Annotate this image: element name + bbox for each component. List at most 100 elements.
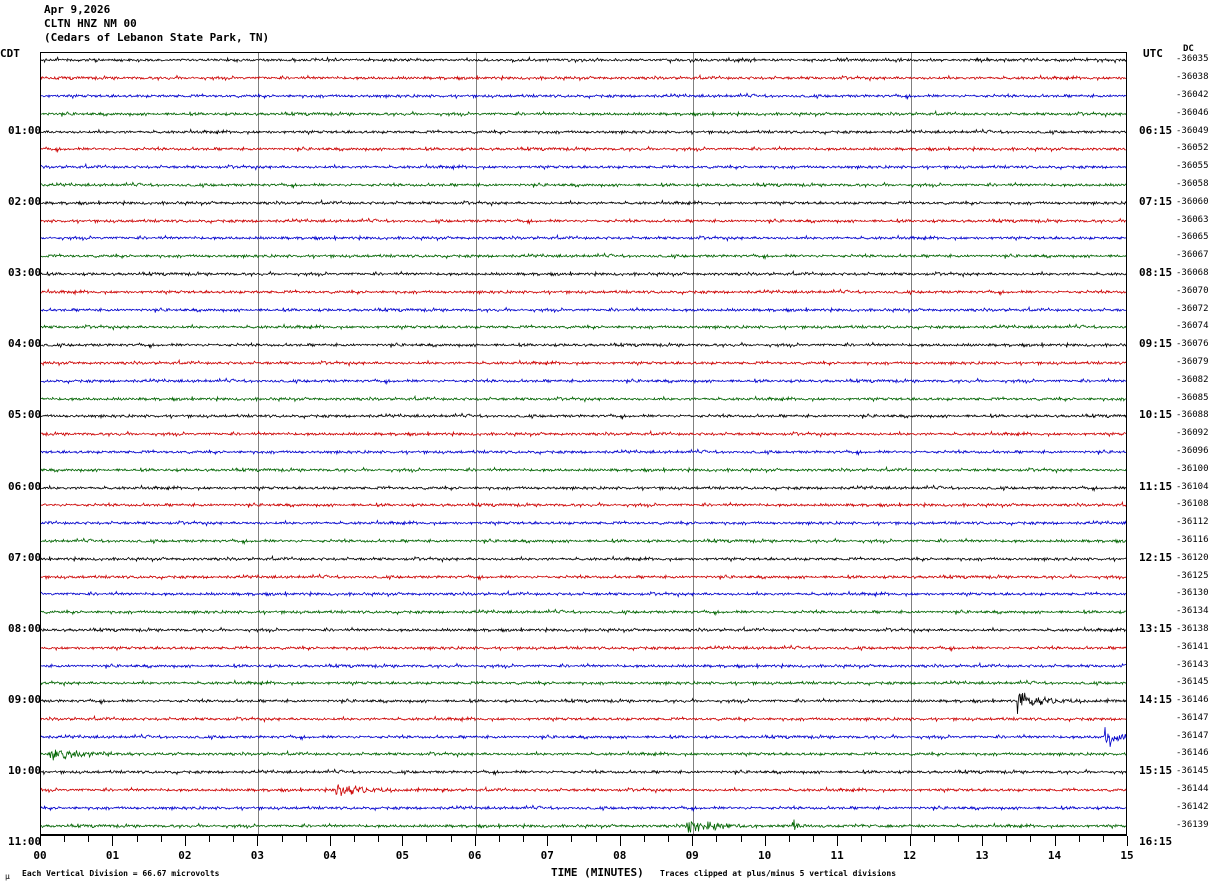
x-tick-label: 01: [105, 849, 120, 862]
right-time-label: 15:15: [1139, 764, 1173, 778]
left-time-label: 08:00: [8, 621, 42, 635]
dc-value: -36065: [1176, 232, 1209, 243]
dc-value: -36108: [1176, 499, 1209, 510]
dc-value: -36125: [1176, 570, 1209, 581]
x-tick-label: 14: [1047, 849, 1062, 862]
x-tick-label: 07: [540, 849, 554, 862]
x-tick-major: [257, 836, 259, 846]
dc-value: -36130: [1176, 588, 1209, 599]
x-tick-label: 11: [830, 849, 844, 862]
x-tick-minor: [378, 836, 380, 842]
trace-row: [40, 776, 1127, 804]
x-tick-minor: [716, 836, 718, 842]
x-tick-minor: [523, 836, 525, 842]
dc-value: -36139: [1176, 819, 1209, 830]
x-tick-minor: [426, 836, 428, 842]
trace-row: [40, 687, 1127, 715]
left-time-label: 02:00: [8, 194, 42, 208]
trace-row: [41, 385, 1127, 413]
trace-row: [40, 296, 1127, 324]
dc-value: -36082: [1176, 374, 1209, 385]
dc-value: -36079: [1176, 356, 1209, 367]
x-tick-minor: [354, 836, 356, 842]
x-tick-major: [1127, 836, 1128, 846]
dc-value: -36134: [1176, 606, 1209, 617]
x-tick-label: 02: [178, 849, 192, 862]
dc-column-header: DC: [1183, 44, 1194, 54]
microvolt-symbol: μ: [5, 872, 10, 881]
x-tick-major: [692, 836, 694, 846]
right-time-label: 07:15: [1139, 194, 1173, 208]
trace-row: [40, 224, 1127, 252]
dc-value: -36147: [1176, 730, 1209, 741]
trace-row: [40, 705, 1127, 733]
left-time-label: 01:00: [8, 123, 42, 137]
x-tick-major: [112, 836, 114, 846]
trace-row: [40, 207, 1126, 235]
dc-value: -36146: [1176, 695, 1209, 706]
x-tick-major: [982, 836, 984, 846]
dc-value: -36138: [1176, 623, 1209, 634]
dc-value: -36146: [1176, 748, 1209, 759]
dc-value: -36067: [1176, 250, 1209, 261]
dc-value: -36120: [1176, 552, 1209, 563]
x-tick-minor: [160, 836, 162, 842]
x-tick-minor: [1102, 836, 1104, 842]
dc-value: -36088: [1176, 410, 1209, 421]
trace-row: [40, 474, 1127, 502]
dc-value: -36092: [1176, 428, 1209, 439]
right-time-label: 10:15: [1139, 408, 1173, 422]
helicorder-plot[interactable]: [40, 52, 1127, 835]
x-tick-minor: [1078, 836, 1080, 842]
x-tick-minor: [595, 836, 597, 842]
dc-value: -36100: [1176, 463, 1209, 474]
dc-value: -36068: [1176, 268, 1209, 279]
x-tick-minor: [933, 836, 935, 842]
scale-note: Each Vertical Division = 66.67 microvolt…: [22, 869, 220, 878]
trace-row: [40, 723, 1127, 751]
x-tick-minor: [281, 836, 283, 842]
x-tick-minor: [861, 836, 863, 842]
left-time-label: 05:00: [8, 408, 42, 422]
dc-value: -36063: [1176, 214, 1209, 225]
dc-value: -36144: [1176, 784, 1209, 795]
trace-row: [40, 64, 1127, 92]
trace-row: [40, 46, 1127, 74]
x-tick-major: [474, 836, 476, 846]
dc-value: -36058: [1176, 179, 1209, 190]
right-time-label: 13:15: [1139, 621, 1173, 635]
x-tick-label: 08: [613, 849, 627, 862]
trace-row: [40, 331, 1127, 359]
dc-value: -36072: [1176, 303, 1209, 314]
trace-row: [40, 545, 1127, 573]
x-tick-major: [764, 836, 766, 846]
x-tick-label: 15: [1120, 849, 1134, 862]
x-tick-label: 04: [323, 849, 337, 862]
trace-row: [40, 669, 1127, 697]
trace-row: [40, 456, 1127, 484]
trace-row: [40, 278, 1127, 306]
dc-value: -36142: [1176, 801, 1209, 812]
trace-row: [40, 563, 1127, 591]
x-tick-major: [40, 836, 41, 846]
dc-value: -36049: [1176, 125, 1209, 136]
x-tick-minor: [788, 836, 790, 842]
right-time-label: 08:15: [1139, 266, 1173, 280]
dc-value: -36143: [1176, 659, 1209, 670]
clip-note: Traces clipped at plus/minus 5 vertical …: [660, 869, 897, 878]
left-time-label: 06:00: [8, 479, 42, 493]
dc-value: -36147: [1176, 712, 1209, 723]
x-tick-minor: [643, 836, 645, 842]
dc-value: -36052: [1176, 143, 1209, 154]
dc-value: -36074: [1176, 321, 1209, 332]
x-tick-label: 10: [758, 849, 772, 862]
trace-row: [40, 100, 1127, 128]
trace-row: [40, 509, 1127, 537]
x-tick-major: [402, 836, 404, 846]
dc-value: -36042: [1176, 90, 1209, 101]
trace-row: [40, 367, 1127, 395]
x-tick-label: 05: [395, 849, 409, 862]
dc-value: -36096: [1176, 445, 1209, 456]
trace-row: [40, 794, 1127, 822]
gridline-minute-6: [475, 53, 477, 834]
